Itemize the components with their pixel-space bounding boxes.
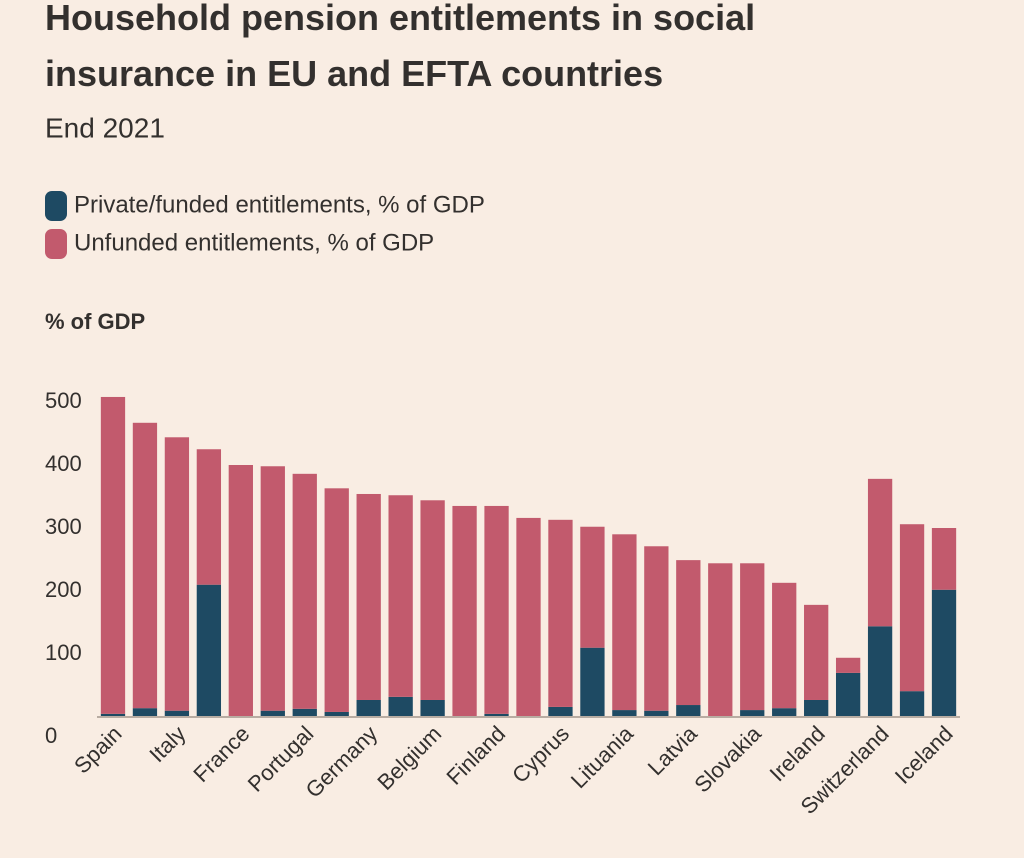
bar-segment xyxy=(100,396,126,714)
y-tick-label: 0 xyxy=(45,723,57,748)
legend-label: Private/funded entitlements, % of GDP xyxy=(74,191,485,218)
chart-title: Household pension entitlements in social… xyxy=(45,0,755,94)
legend-label: Unfunded entitlements, % of GDP xyxy=(74,229,434,256)
bar-segment xyxy=(612,534,637,711)
bar-segment xyxy=(708,563,733,717)
bar-segment xyxy=(164,437,190,711)
bar-segment xyxy=(484,713,509,717)
y-tick-label: 500 xyxy=(45,388,82,413)
y-tick-label: 400 xyxy=(45,451,82,476)
bar-segment xyxy=(324,711,349,717)
bar-segment xyxy=(899,524,925,692)
bar-segment xyxy=(484,505,509,714)
bar-segment xyxy=(740,710,765,717)
bar-segment xyxy=(676,705,701,717)
bar-segment xyxy=(867,478,893,627)
bar-segment xyxy=(740,563,765,711)
bar-segment xyxy=(804,699,829,717)
bar-segment xyxy=(100,713,126,717)
bar-segment xyxy=(516,517,541,717)
bar-segment xyxy=(867,626,893,717)
chart-subtitle: End 2021 xyxy=(45,112,165,143)
bar-segment xyxy=(548,519,573,707)
bar-segment xyxy=(548,706,573,717)
y-tick-label: 300 xyxy=(45,514,82,539)
bar-segment xyxy=(612,710,637,717)
y-axis-label: % of GDP xyxy=(45,309,145,334)
bar-segment xyxy=(772,582,797,709)
bar-segment xyxy=(644,710,669,717)
bar-segment xyxy=(676,560,701,706)
bar-segment xyxy=(260,466,285,711)
bar-segment xyxy=(292,473,317,709)
bar-segment xyxy=(388,696,413,717)
bar-segment xyxy=(164,710,190,717)
bar-segment xyxy=(644,546,669,711)
bar-segment xyxy=(804,604,829,700)
bar-segment xyxy=(835,657,861,673)
bar-segment xyxy=(196,584,222,717)
bar-segment xyxy=(196,449,222,585)
bar-segment xyxy=(228,465,253,717)
bar-segment xyxy=(580,647,605,717)
bar-segment xyxy=(132,422,158,709)
y-tick-label: 200 xyxy=(45,577,82,602)
bar-segment xyxy=(835,672,861,717)
bar-segment xyxy=(260,710,285,717)
legend-swatch xyxy=(45,229,67,259)
bar-segment xyxy=(420,500,445,700)
bar-segment xyxy=(324,488,349,712)
bar-segment xyxy=(388,495,413,697)
bar-segment xyxy=(931,528,957,590)
bar-segment xyxy=(931,589,957,717)
bar-segment xyxy=(452,505,477,717)
bar-segment xyxy=(132,708,158,717)
bar-segment xyxy=(420,699,445,717)
bar-segment xyxy=(292,708,317,717)
bar-segment xyxy=(580,526,605,648)
legend-swatch xyxy=(45,191,67,221)
bar-segment xyxy=(356,699,381,717)
bar-segment xyxy=(356,493,381,700)
bar-segment xyxy=(899,691,925,717)
bar-segment xyxy=(772,708,797,717)
y-tick-label: 100 xyxy=(45,640,82,665)
